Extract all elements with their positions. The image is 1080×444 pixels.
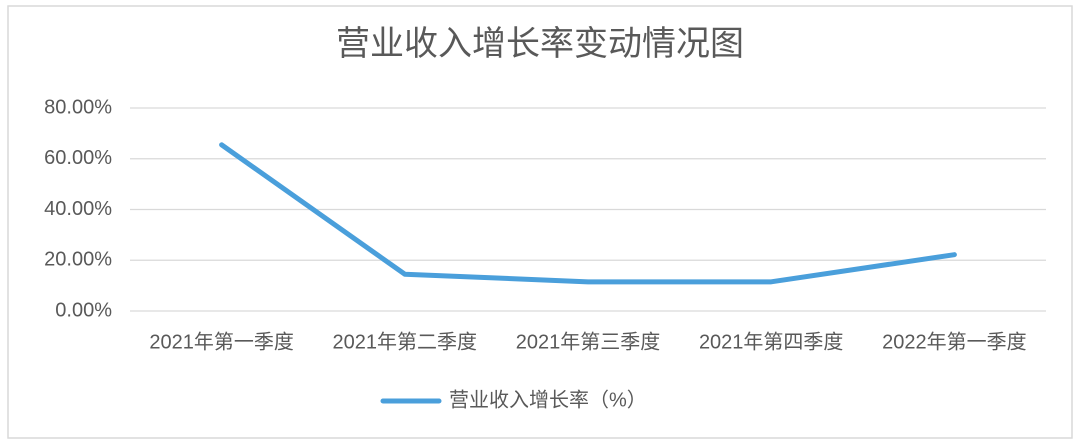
chart-border <box>7 5 1073 439</box>
chart-title: 营业收入增长率变动情况图 <box>336 25 744 63</box>
y-tick-label: 20.00% <box>44 249 112 271</box>
x-tick-label: 2022年第一季度 <box>882 330 1027 353</box>
legend-label: 营业收入增长率（%） <box>449 388 647 411</box>
x-tick-label: 2021年第一季度 <box>149 330 294 353</box>
y-tick-label: 60.00% <box>44 147 112 169</box>
series-line <box>219 142 957 285</box>
x-tick-label: 2021年第四季度 <box>699 330 844 353</box>
y-tick-label: 0.00% <box>55 299 112 321</box>
y-tick-label: 40.00% <box>44 198 112 220</box>
x-tick-label: 2021年第三季度 <box>516 330 661 353</box>
y-tick-label: 80.00% <box>44 96 112 118</box>
x-tick-label: 2021年第二季度 <box>333 330 478 353</box>
